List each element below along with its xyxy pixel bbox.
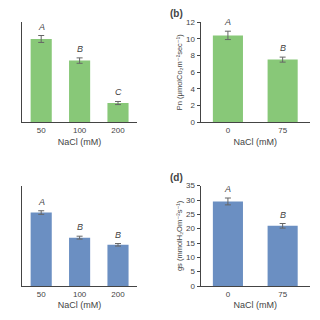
svg-text:NaCl (mM): NaCl (mM)	[234, 300, 278, 310]
svg-text:50: 50	[37, 290, 46, 299]
svg-text:200: 200	[111, 290, 125, 299]
svg-text:A: A	[38, 197, 45, 207]
svg-text:10: 10	[186, 253, 195, 262]
svg-text:B: B	[77, 222, 83, 232]
svg-text:2: 2	[191, 101, 196, 110]
svg-text:30: 30	[186, 196, 195, 205]
svg-text:5: 5	[191, 267, 196, 276]
svg-text:NaCl (mM): NaCl (mM)	[234, 137, 278, 147]
svg-text:100: 100	[73, 126, 87, 135]
svg-text:8: 8	[191, 51, 196, 60]
svg-text:B: B	[280, 43, 286, 53]
svg-text:NaCl (mM): NaCl (mM)	[58, 300, 102, 310]
svg-text:B: B	[77, 44, 83, 54]
svg-text:4: 4	[191, 85, 196, 94]
svg-text:10: 10	[186, 35, 195, 44]
svg-text:12: 12	[186, 18, 195, 27]
svg-text:A: A	[224, 17, 231, 27]
svg-text:B: B	[280, 210, 286, 220]
svg-text:100: 100	[73, 290, 87, 299]
svg-text:Pn (μmolCo₂m⁻²sec⁻¹): Pn (μmolCo₂m⁻²sec⁻¹)	[175, 34, 184, 110]
svg-text:20: 20	[186, 224, 195, 233]
svg-text:15: 15	[186, 239, 195, 248]
svg-text:35: 35	[186, 181, 195, 190]
svg-text:gs (mmolH₂Om⁻²s⁻¹): gs (mmolH₂Om⁻²s⁻¹)	[175, 200, 184, 271]
svg-text:75: 75	[278, 290, 287, 299]
svg-text:6: 6	[191, 68, 196, 77]
svg-text:NaCl (mM): NaCl (mM)	[58, 137, 102, 147]
svg-text:200: 200	[111, 126, 125, 135]
svg-text:(b): (b)	[170, 8, 183, 19]
svg-text:B: B	[115, 230, 121, 240]
svg-text:0: 0	[226, 126, 231, 135]
svg-text:C: C	[115, 87, 122, 97]
svg-text:0: 0	[191, 118, 196, 127]
svg-text:0: 0	[191, 282, 196, 291]
svg-text:A: A	[224, 184, 231, 194]
svg-text:25: 25	[186, 210, 195, 219]
svg-text:(d): (d)	[170, 172, 183, 183]
svg-text:A: A	[38, 22, 45, 32]
svg-text:75: 75	[278, 126, 287, 135]
svg-text:0: 0	[226, 290, 231, 299]
svg-text:50: 50	[37, 126, 46, 135]
